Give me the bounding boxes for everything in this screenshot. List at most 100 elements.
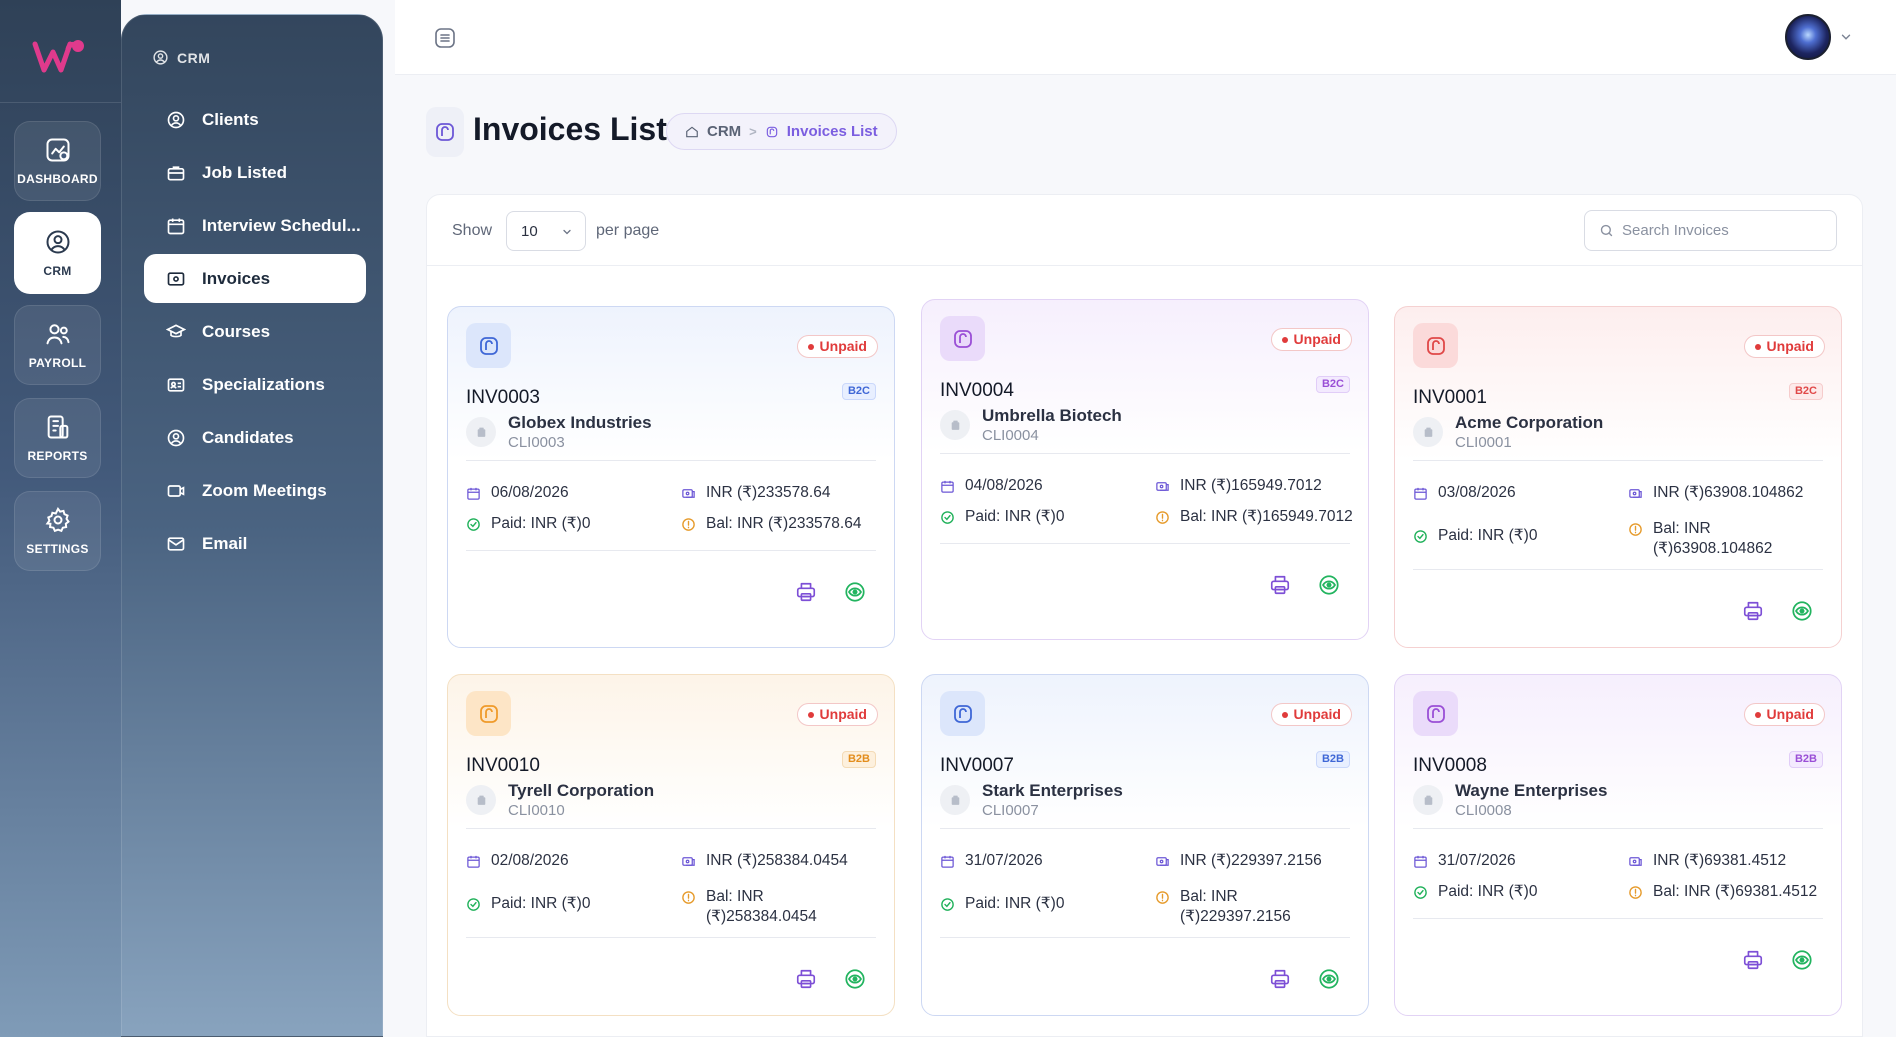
paid-amount-value: Paid: INR (₹)0 <box>965 895 1065 912</box>
print-button[interactable] <box>793 579 819 605</box>
sidebar-item-candidates[interactable]: Candidates <box>144 413 366 462</box>
brand-logo-icon[interactable] <box>30 30 90 80</box>
user-circle-icon <box>153 50 168 65</box>
bill-icon <box>681 483 696 507</box>
sidebar-item-label: Interview Schedul... <box>202 215 361 235</box>
page-size-select[interactable]: 10 <box>506 211 586 251</box>
rail-item-settings[interactable]: SETTINGS <box>14 491 101 571</box>
search-box[interactable] <box>1584 210 1837 251</box>
user-circle-icon <box>167 111 185 128</box>
home-icon <box>686 126 698 137</box>
invoice-icon <box>940 691 985 736</box>
invoice-icon <box>167 271 185 286</box>
invoice-card[interactable]: Unpaid INV0001 B2C Acme Corporation CLI0… <box>1394 306 1842 648</box>
client-name: Wayne Enterprises <box>1455 781 1608 800</box>
invoice-icon <box>1413 323 1458 368</box>
invoice-card[interactable]: Unpaid INV0010 B2B Tyrell Corporation CL… <box>447 674 895 1016</box>
invoice-card[interactable]: Unpaid INV0004 B2C Umbrella Biotech CLI0… <box>921 299 1369 640</box>
invoice-date: 03/08/2026 <box>1413 483 1516 507</box>
card-divider <box>466 828 876 829</box>
top-header <box>395 0 1896 75</box>
balance-amount: Bal: INR (₹)233578.64 <box>681 514 861 538</box>
invoice-amount-value: INR (₹)63908.104862 <box>1653 484 1804 501</box>
type-badge: B2C <box>1315 376 1350 393</box>
invoice-date: 31/07/2026 <box>1413 851 1516 875</box>
card-divider <box>466 937 876 938</box>
view-button[interactable] <box>842 579 868 605</box>
invoice-date-value: 03/08/2026 <box>1438 484 1516 501</box>
status-badge: Unpaid <box>1270 328 1352 351</box>
print-button[interactable] <box>1740 947 1766 973</box>
view-button[interactable] <box>1316 966 1342 992</box>
print-button[interactable] <box>1740 598 1766 624</box>
invoice-number[interactable]: INV0007 <box>940 755 1014 776</box>
chevron-down-icon[interactable] <box>1839 30 1853 44</box>
print-button[interactable] <box>793 966 819 992</box>
invoice-number[interactable]: INV0004 <box>940 380 1014 401</box>
invoice-card[interactable]: Unpaid INV0007 B2B Stark Enterprises CLI… <box>921 674 1369 1016</box>
sidebar-item-job-listed[interactable]: Job Listed <box>144 148 366 197</box>
client-id: CLI0008 <box>1455 802 1512 819</box>
sidebar-item-label: Email <box>202 533 248 553</box>
per-page-label: per page <box>596 222 660 239</box>
user-circle-icon <box>46 230 69 254</box>
paid-amount: Paid: INR (₹)0 <box>940 894 1064 918</box>
print-button[interactable] <box>1267 572 1293 598</box>
print-button[interactable] <box>1267 966 1293 992</box>
invoice-number[interactable]: INV0008 <box>1413 755 1487 776</box>
sidebar-item-courses[interactable]: Courses <box>144 307 366 356</box>
search-input[interactable] <box>1622 222 1822 239</box>
type-badge: B2B <box>841 751 876 768</box>
breadcrumb-root[interactable]: CRM <box>707 123 742 140</box>
check-circle-icon <box>940 507 955 531</box>
invoice-date: 06/08/2026 <box>466 483 569 507</box>
building-icon <box>940 410 970 440</box>
chevron-down-icon <box>563 229 571 235</box>
balance-amount-value: Bal: INR (₹)258384.0454 <box>706 888 817 925</box>
invoice-number[interactable]: INV0010 <box>466 755 540 776</box>
mail-icon <box>167 536 185 551</box>
rail-item-payroll[interactable]: PAYROLL <box>14 305 101 385</box>
invoice-date-value: 31/07/2026 <box>1438 852 1516 869</box>
sidebar-item-interview-schedule[interactable]: Interview Schedul... <box>144 201 366 250</box>
status-badge: Unpaid <box>1270 703 1352 726</box>
graduation-icon <box>166 323 186 337</box>
paid-amount: Paid: INR (₹)0 <box>1413 526 1537 550</box>
view-button[interactable] <box>842 966 868 992</box>
sidebar-item-zoom-meetings[interactable]: Zoom Meetings <box>144 466 366 515</box>
invoice-amount: INR (₹)258384.0454 <box>681 851 848 875</box>
card-divider <box>466 460 876 461</box>
alert-circle-icon <box>1628 519 1643 543</box>
sidebar-item-email[interactable]: Email <box>144 519 366 568</box>
gear-icon <box>45 507 70 533</box>
menu-toggle-icon[interactable] <box>433 26 457 50</box>
view-button[interactable] <box>1789 947 1815 973</box>
user-avatar[interactable] <box>1785 14 1831 60</box>
invoice-card[interactable]: Unpaid INV0003 B2C Globex Industries CLI… <box>447 306 895 648</box>
paid-amount-value: Paid: INR (₹)0 <box>491 515 591 532</box>
invoice-card[interactable]: Unpaid INV0008 B2B Wayne Enterprises CLI… <box>1394 674 1842 1016</box>
id-card-icon <box>167 377 185 392</box>
invoice-number[interactable]: INV0001 <box>1413 387 1487 408</box>
show-label: Show <box>452 222 493 239</box>
rail-item-crm[interactable]: CRM <box>14 212 101 294</box>
invoice-number[interactable]: INV0003 <box>466 387 540 408</box>
sidebar-item-clients[interactable]: Clients <box>144 95 366 144</box>
type-badge: B2B <box>1788 751 1823 768</box>
status-badge: Unpaid <box>1743 703 1825 726</box>
status-badge: Unpaid <box>1743 335 1825 358</box>
type-badge: B2C <box>841 383 876 400</box>
bill-icon <box>1628 851 1643 875</box>
check-circle-icon <box>940 894 955 918</box>
invoice-date-value: 04/08/2026 <box>965 477 1043 494</box>
rail-item-reports[interactable]: REPORTS <box>14 398 101 478</box>
rail-item-dashboard[interactable]: DASHBOARD <box>14 121 101 201</box>
view-button[interactable] <box>1789 598 1815 624</box>
client-id: CLI0001 <box>1455 434 1512 451</box>
sidebar-item-specializations[interactable]: Specializations <box>144 360 366 409</box>
breadcrumb: CRM > Invoices List <box>666 113 897 150</box>
client-name: Globex Industries <box>508 413 652 432</box>
view-button[interactable] <box>1316 572 1342 598</box>
sidebar-item-invoices[interactable]: Invoices <box>144 254 366 303</box>
invoice-amount: INR (₹)69381.4512 <box>1628 851 1786 875</box>
